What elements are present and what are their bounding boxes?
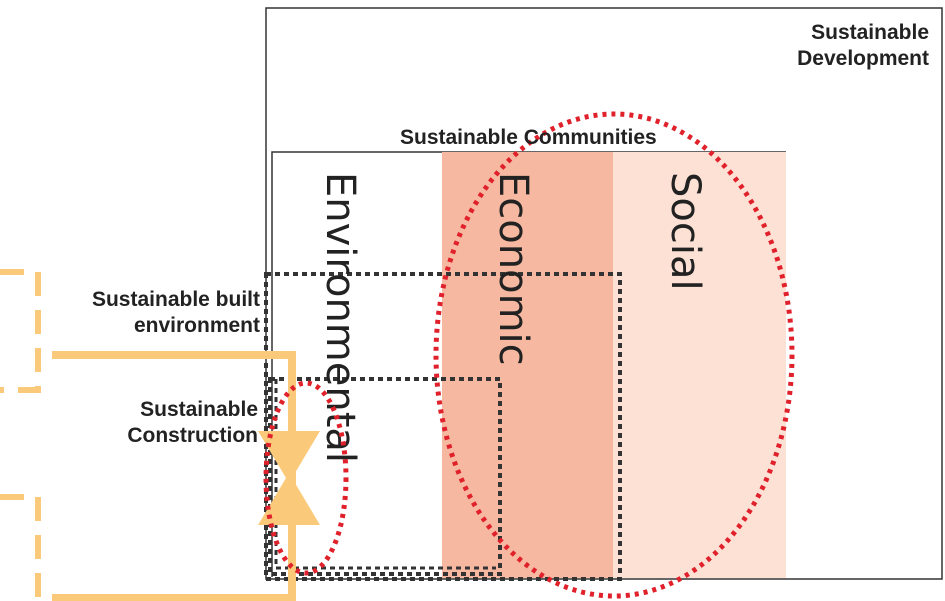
social-economic-dotted-ellipse	[433, 111, 795, 599]
sustainable-communities-label: Sustainable Communities	[400, 126, 657, 149]
sustainable-construction-line1: Sustainable	[140, 398, 258, 421]
sustainable-built-environment-label: Sustainable built environment	[92, 287, 260, 339]
social-label: Social	[662, 172, 708, 291]
sustainable-construction-label: Sustainable Construction	[127, 397, 258, 449]
construction-dotted-box	[268, 377, 502, 576]
economic-label: Economic	[490, 172, 536, 366]
sustainable-built-environment-line1: Sustainable built	[91, 288, 260, 311]
hourglass-icon	[258, 431, 320, 525]
construction-orange-bracket	[52, 351, 296, 601]
built-environment-dotted-box	[264, 272, 622, 581]
sustainable-development-line2: Development	[797, 47, 929, 70]
built-environment-left-bracket	[0, 269, 41, 393]
sustainable-development-label: Sustainable Development	[797, 20, 929, 72]
sustainable-built-environment-line2: environment	[133, 314, 260, 337]
economic-column	[442, 152, 613, 578]
construction-left-bracket	[0, 494, 41, 598]
sustainable-construction-line2: Construction	[127, 424, 258, 447]
environmental-label: Environmental	[317, 172, 363, 463]
social-column	[613, 152, 786, 578]
construction-dotted-ellipse	[263, 380, 349, 576]
sustainable-development-line1: Sustainable	[811, 21, 929, 44]
